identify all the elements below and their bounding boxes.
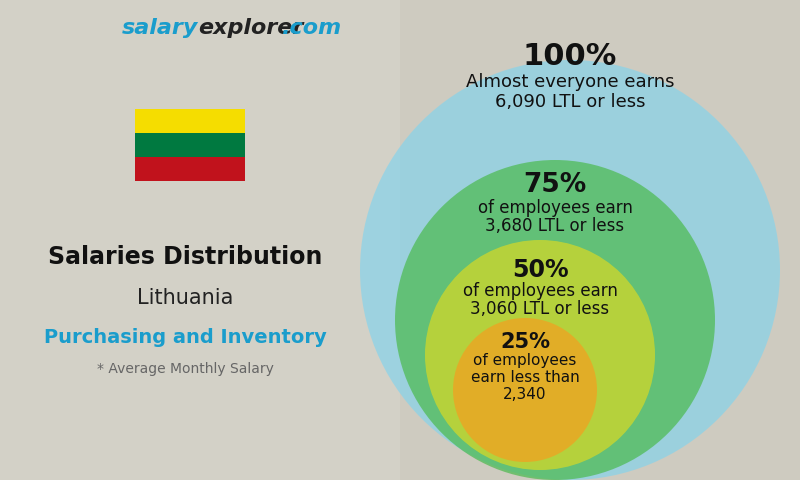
Text: 2,340: 2,340 bbox=[503, 387, 546, 402]
Circle shape bbox=[360, 60, 780, 480]
Bar bbox=[135, 133, 245, 157]
Text: of employees: of employees bbox=[474, 353, 577, 368]
Text: 100%: 100% bbox=[523, 42, 617, 71]
Text: 50%: 50% bbox=[512, 258, 568, 282]
Text: 3,680 LTL or less: 3,680 LTL or less bbox=[486, 217, 625, 235]
Text: of employees earn: of employees earn bbox=[478, 199, 633, 216]
Bar bbox=[135, 157, 245, 181]
Circle shape bbox=[395, 160, 715, 480]
Text: of employees earn: of employees earn bbox=[462, 282, 618, 300]
Text: .com: .com bbox=[282, 18, 342, 38]
Bar bbox=[135, 109, 245, 133]
Circle shape bbox=[453, 318, 597, 462]
Text: salary: salary bbox=[122, 18, 198, 38]
Bar bbox=[0, 0, 400, 480]
Circle shape bbox=[425, 240, 655, 470]
Text: Purchasing and Inventory: Purchasing and Inventory bbox=[44, 328, 326, 347]
Text: 25%: 25% bbox=[500, 332, 550, 352]
Text: earn less than: earn less than bbox=[470, 370, 579, 385]
Text: Salaries Distribution: Salaries Distribution bbox=[48, 245, 322, 269]
Text: Lithuania: Lithuania bbox=[137, 288, 233, 308]
Text: 3,060 LTL or less: 3,060 LTL or less bbox=[470, 300, 610, 318]
Text: Almost everyone earns: Almost everyone earns bbox=[466, 73, 674, 91]
Text: * Average Monthly Salary: * Average Monthly Salary bbox=[97, 362, 274, 376]
Text: 75%: 75% bbox=[523, 172, 586, 198]
Text: explorer: explorer bbox=[198, 18, 303, 38]
Text: 6,090 LTL or less: 6,090 LTL or less bbox=[494, 93, 646, 111]
